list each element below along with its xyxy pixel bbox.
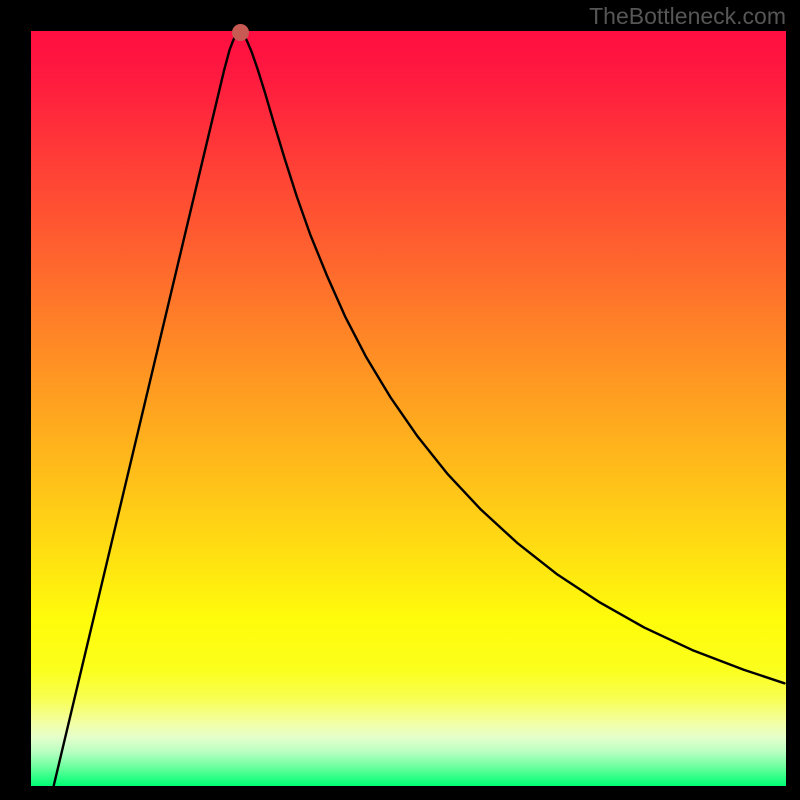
bottleneck-curve <box>31 31 786 786</box>
watermark-text: TheBottleneck.com <box>589 3 786 30</box>
curve-path <box>54 32 785 786</box>
plot-area <box>31 31 786 786</box>
